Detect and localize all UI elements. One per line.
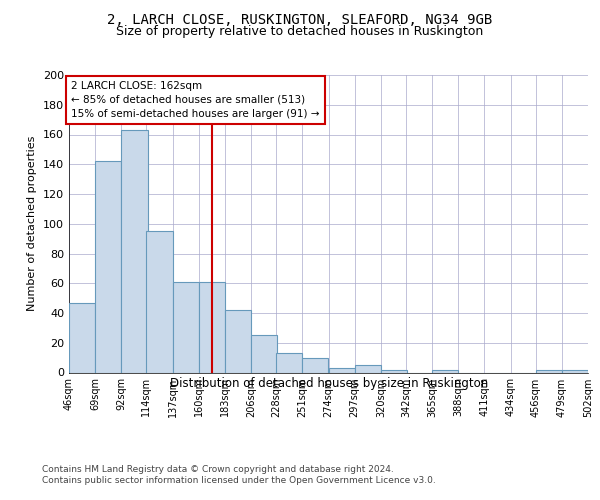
Text: Distribution of detached houses by size in Ruskington: Distribution of detached houses by size …	[170, 378, 488, 390]
Text: Size of property relative to detached houses in Ruskington: Size of property relative to detached ho…	[116, 25, 484, 38]
Bar	[302, 358, 329, 372]
Bar	[562, 370, 588, 372]
Bar	[329, 368, 355, 372]
Bar	[146, 231, 173, 372]
Bar	[381, 370, 407, 372]
Text: Contains public sector information licensed under the Open Government Licence v3: Contains public sector information licen…	[42, 476, 436, 485]
Text: Contains HM Land Registry data © Crown copyright and database right 2024.: Contains HM Land Registry data © Crown c…	[42, 465, 394, 474]
Bar	[355, 365, 381, 372]
Text: 2 LARCH CLOSE: 162sqm
← 85% of detached houses are smaller (513)
15% of semi-det: 2 LARCH CLOSE: 162sqm ← 85% of detached …	[71, 81, 320, 119]
Bar	[69, 302, 95, 372]
Bar	[173, 282, 199, 372]
Bar	[536, 370, 562, 372]
Bar	[432, 370, 458, 372]
Text: 2, LARCH CLOSE, RUSKINGTON, SLEAFORD, NG34 9GB: 2, LARCH CLOSE, RUSKINGTON, SLEAFORD, NG…	[107, 12, 493, 26]
Bar	[121, 130, 148, 372]
Y-axis label: Number of detached properties: Number of detached properties	[28, 136, 37, 312]
Bar	[225, 310, 251, 372]
Bar	[95, 162, 121, 372]
Bar	[251, 336, 277, 372]
Bar	[276, 353, 302, 372]
Bar	[199, 282, 225, 372]
